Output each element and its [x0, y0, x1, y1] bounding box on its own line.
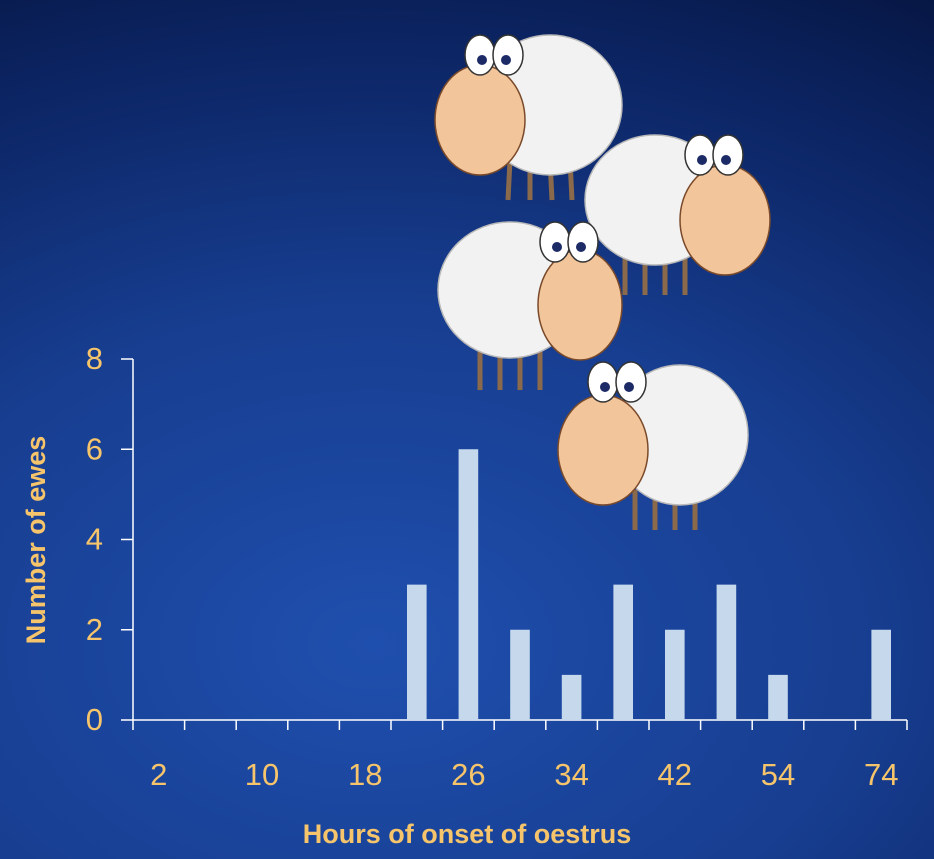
x-axis-title: Hours of onset of oestrus — [303, 819, 632, 849]
y-tick-label: 2 — [86, 612, 103, 647]
bar — [458, 449, 479, 720]
bar — [716, 584, 737, 720]
bar — [871, 629, 892, 720]
bar — [561, 674, 582, 720]
bar — [613, 584, 634, 720]
y-axis-title: Number of ewes — [21, 436, 51, 645]
bar — [664, 629, 685, 720]
y-tick-label: 8 — [86, 341, 103, 376]
x-tick-label: 10 — [245, 757, 279, 792]
x-tick-label: 34 — [554, 757, 588, 792]
x-tick-label: 74 — [864, 757, 898, 792]
x-tick-label: 42 — [658, 757, 692, 792]
sheep-decoration — [434, 34, 771, 530]
bar — [768, 674, 788, 720]
x-tick-label: 26 — [451, 757, 485, 792]
y-tick-label: 0 — [86, 702, 103, 737]
bar — [406, 584, 427, 720]
x-tick-label: 54 — [761, 757, 795, 792]
bar — [510, 629, 530, 720]
x-tick-label: 2 — [150, 757, 167, 792]
y-tick-label: 6 — [86, 431, 103, 466]
y-tick-label: 4 — [86, 522, 103, 557]
x-tick-label: 18 — [348, 757, 382, 792]
